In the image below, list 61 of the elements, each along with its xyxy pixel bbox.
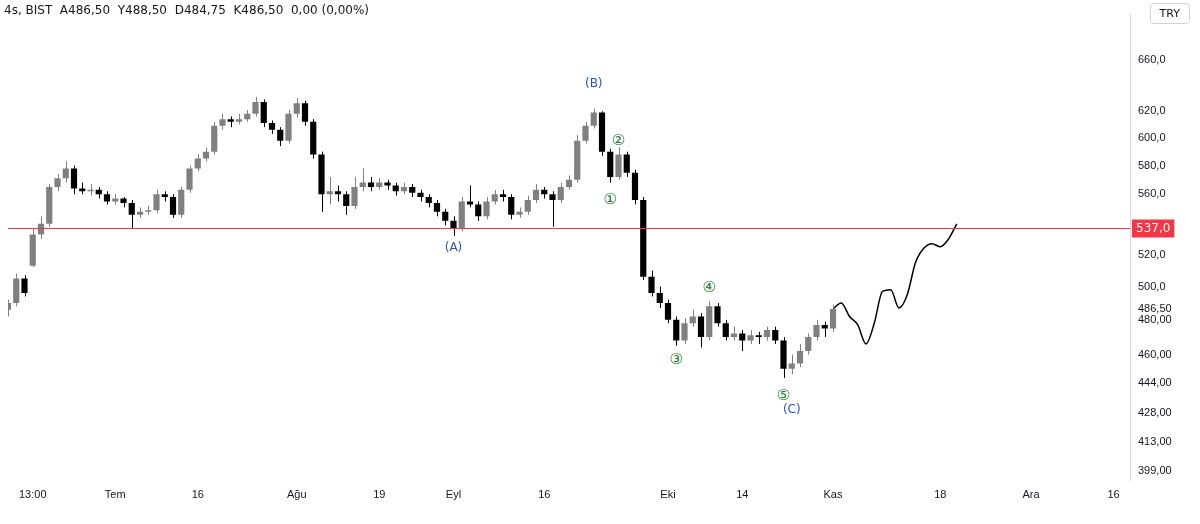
candlestick xyxy=(813,319,820,341)
candlestick xyxy=(145,205,152,216)
y-tick-label: 486,50 xyxy=(1138,301,1172,314)
x-tick-label: 14 xyxy=(736,488,749,501)
annotation: ④ xyxy=(702,278,716,297)
ref-line-label: 537,0 xyxy=(1136,220,1171,235)
annotation: (A) xyxy=(444,240,463,255)
candlestick xyxy=(227,115,234,128)
x-tick-label: 16 xyxy=(1107,488,1120,501)
x-tick-label: Kas xyxy=(823,488,843,501)
y-tick-label: 600,0 xyxy=(1138,130,1166,143)
x-tick-label: Ağu xyxy=(286,488,307,501)
x-tick-label: 16 xyxy=(538,488,551,501)
x-tick-label: Ara xyxy=(1022,488,1041,501)
annotation: ① xyxy=(603,189,617,208)
candlestick xyxy=(780,336,787,379)
candlestick xyxy=(582,121,589,144)
y-tick-label: 413,00 xyxy=(1138,435,1172,448)
y-tick-label: 500,0 xyxy=(1138,279,1166,292)
candlestick xyxy=(549,190,556,228)
candlestick xyxy=(235,113,243,125)
y-tick-label: 660,0 xyxy=(1138,53,1166,66)
candlestick xyxy=(747,329,754,345)
x-tick-label: 16 xyxy=(191,488,204,501)
candlestick xyxy=(788,354,795,375)
candlestick xyxy=(483,196,490,220)
y-tick-label: 444,00 xyxy=(1138,376,1172,389)
y-tick-label: 460,00 xyxy=(1138,347,1172,360)
text: TRY xyxy=(1149,3,1190,24)
candlestick xyxy=(21,274,28,297)
candlestick xyxy=(755,331,762,345)
x-tick-label: Eyl xyxy=(445,488,462,501)
y-tick-label: 580,0 xyxy=(1138,158,1166,171)
candlestick xyxy=(714,302,721,328)
candlestick xyxy=(648,269,655,297)
y-tick-label: 560,0 xyxy=(1138,187,1166,200)
x-tick-label: Tem xyxy=(104,488,126,501)
candlestick xyxy=(153,189,160,214)
candlestick xyxy=(681,317,688,345)
x-tick-label: 18 xyxy=(934,488,947,501)
annotation: (C) xyxy=(782,401,801,416)
annotation: (B) xyxy=(584,76,603,91)
candlestick xyxy=(252,96,259,117)
candlestick xyxy=(516,206,523,219)
candlestick xyxy=(351,176,358,210)
x-tick-label: 13:00 xyxy=(18,488,47,501)
candlestick xyxy=(54,173,61,192)
candlestick xyxy=(219,113,226,131)
candlestick xyxy=(186,165,193,194)
chart-title: 4s, BIST A486,50 Y488,50 D484,75 K486,50 0,00 (0,00%) xyxy=(4,3,369,17)
annotation: ② xyxy=(611,130,626,149)
candlestick xyxy=(615,147,622,181)
y-tick-label: 620,0 xyxy=(1138,104,1166,117)
annotation: ③ xyxy=(669,349,683,368)
candlestick xyxy=(285,109,292,144)
x-tick-label: 19 xyxy=(373,488,386,501)
candlestick xyxy=(318,151,325,213)
y-tick-label: 428,00 xyxy=(1138,406,1172,419)
x-tick-label: Eki xyxy=(660,488,676,501)
y-tick-label: 399,00 xyxy=(1138,463,1172,476)
y-tick-label: 520,0 xyxy=(1138,247,1166,260)
